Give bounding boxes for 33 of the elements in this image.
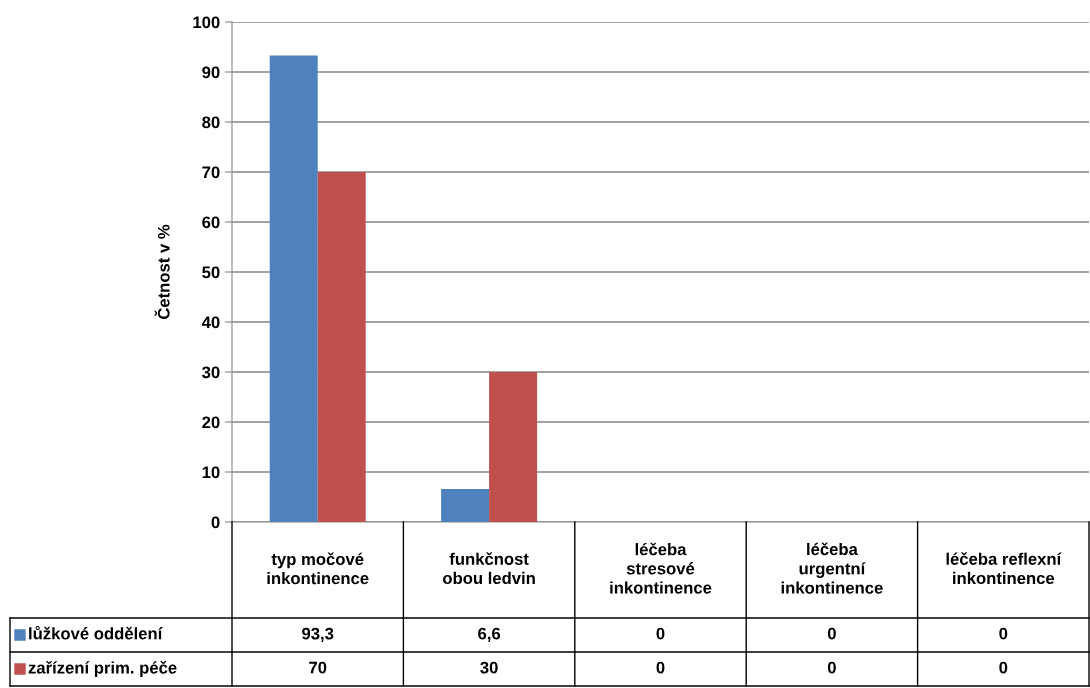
y-tick-label: 70 <box>202 166 220 179</box>
y-tick-label: 100 <box>193 16 220 29</box>
y-tick-label: 20 <box>202 416 220 429</box>
y-tick-label: 10 <box>202 466 220 479</box>
legend-label: zařízení prim. péče <box>28 661 177 677</box>
x-tick-label: typ močové inkontinence <box>267 552 369 585</box>
x-tick-label: léčeba urgentní inkontinence <box>781 542 883 594</box>
bar <box>489 372 538 522</box>
y-tick-label: 90 <box>202 66 220 79</box>
data-label: 0 <box>827 661 836 674</box>
x-tick-label: léčeba reflexní inkontinence <box>946 552 1062 585</box>
data-label: 0 <box>827 627 836 640</box>
data-label: 93,3 <box>302 627 334 642</box>
bar <box>441 489 490 522</box>
data-label: 6,6 <box>478 627 501 642</box>
legend-label: lůžkové oddělení <box>29 625 163 640</box>
x-tick-label: funkčnost obou ledvin <box>443 552 535 585</box>
data-label: 0 <box>999 661 1008 674</box>
y-tick-label: 40 <box>201 316 220 329</box>
y-tick-label: 0 <box>211 516 220 529</box>
data-label: 0 <box>656 661 665 674</box>
x-tick-label: léčeba stresové inkontinence <box>610 542 712 594</box>
y-tick-label: 60 <box>202 216 220 229</box>
bar <box>317 172 366 522</box>
data-label: 30 <box>480 661 498 674</box>
data-label: 70 <box>309 661 327 674</box>
y-tick-label: 30 <box>202 366 220 379</box>
y-tick-label: 80 <box>202 116 220 129</box>
data-label: 0 <box>999 627 1008 640</box>
y-tick-label: 50 <box>202 266 220 279</box>
bar <box>269 55 318 522</box>
y-axis-title: Četnost v % <box>154 224 170 320</box>
data-label: 0 <box>656 627 665 640</box>
